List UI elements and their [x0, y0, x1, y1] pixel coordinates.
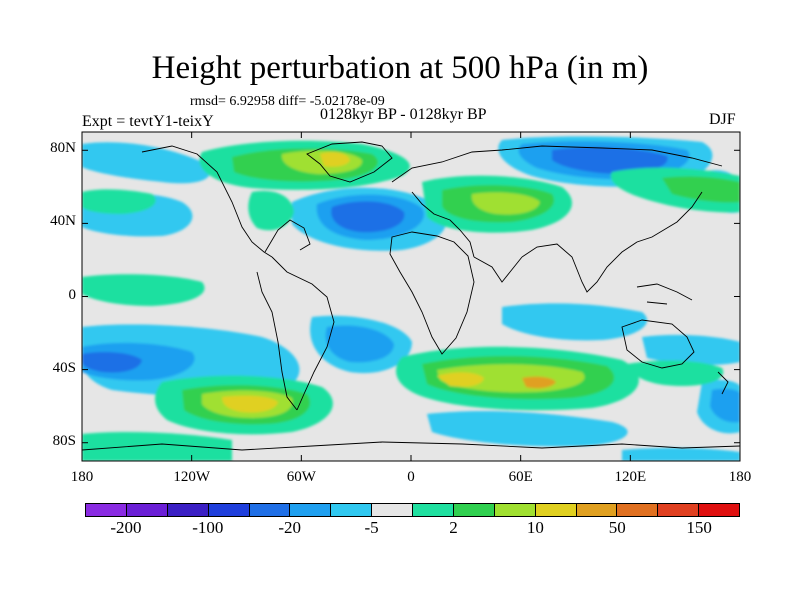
stats-line: rmsd= 6.92958 diff= -5.02178e-09: [190, 94, 385, 109]
colorbar-swatch: [331, 504, 373, 516]
colorbar-swatch: [208, 504, 250, 516]
colorbar-swatch: [617, 504, 659, 516]
colorbar-swatch: [372, 504, 413, 516]
colorbar-swatch: [453, 504, 495, 516]
colorbar-label: -200: [110, 518, 142, 537]
colorbar-label: 50: [608, 518, 626, 537]
lon-tick-label: 60W: [286, 469, 316, 485]
lat-tick-label: 40N: [50, 213, 76, 230]
colorbar-swatch: [290, 504, 332, 516]
colorbar-swatch: [167, 504, 209, 516]
lon-tick-label: 120W: [173, 469, 210, 485]
coastlines: [82, 141, 740, 451]
map-panel: [81, 131, 741, 462]
colorbar: [85, 503, 740, 517]
colorbar-label: -20: [278, 518, 302, 537]
colorbar-label: -5: [364, 518, 379, 537]
colorbar-label: 10: [526, 518, 544, 537]
colorbar-label: 2: [449, 518, 458, 537]
season-label: DJF: [709, 111, 736, 128]
colorbar-swatch: [413, 504, 454, 516]
lon-tick-label: 180: [728, 469, 752, 485]
lat-tick-label: 0: [68, 286, 77, 303]
colorbar-swatch: [576, 504, 618, 516]
colorbar-swatch: [494, 504, 536, 516]
colorbar-label: -100: [192, 518, 224, 537]
contour-field: [82, 136, 740, 461]
colorbar-swatch: [86, 504, 127, 516]
map-frame: [81, 131, 741, 462]
colorbar-swatch: [658, 504, 700, 516]
lon-tick-label: 60E: [508, 469, 533, 485]
colorbar-swatch: [699, 504, 739, 516]
colorbar-label: 150: [686, 518, 712, 537]
colorbar-swatch: [249, 504, 291, 516]
lon-tick-label: 0: [407, 469, 415, 485]
lat-tick-label: 40S: [52, 359, 76, 376]
map-title: Height perturbation at 500 hPa (in m): [151, 50, 649, 86]
lon-tick-label: 120E: [614, 469, 647, 485]
colorbar-swatch: [535, 504, 577, 516]
lat-tick-label: 80S: [52, 432, 76, 449]
lon-tick-label: 180: [70, 469, 94, 485]
experiment-label: Expt = tevtY1-teixY: [82, 113, 214, 130]
period-line: 0128kyr BP - 0128kyr BP: [320, 106, 487, 123]
lat-tick-label: 80N: [50, 140, 76, 157]
colorbar-swatch: [126, 504, 168, 516]
